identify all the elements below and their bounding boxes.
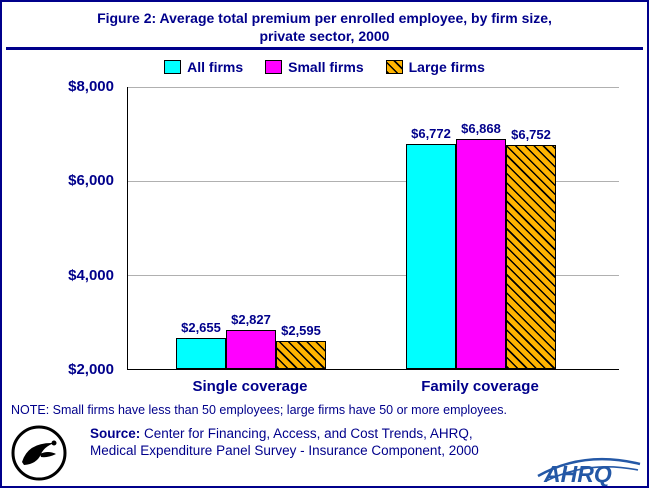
bar-value-label: $6,772	[411, 125, 451, 141]
bar-single-coverage-all-firms	[176, 338, 226, 369]
bar-single-coverage-small-firms	[226, 330, 276, 369]
ahrq-logo: AHRQ	[537, 457, 641, 486]
y-tick-label: $6,000	[68, 172, 114, 190]
bar-value-label: $6,868	[461, 121, 501, 137]
x-axis-label-single-coverage: Single coverage	[192, 378, 308, 395]
plot-area: $2,655 $2,827 $2,595 $6,772 $6,868 $6,752	[127, 87, 619, 370]
legend-label-all-firms: All firms	[187, 59, 244, 75]
legend-item-small-firms: Small firms	[265, 59, 364, 75]
bar-value-label: $2,827	[231, 311, 271, 327]
legend-label-small-firms: Small firms	[288, 59, 364, 75]
bar-value-label: $6,752	[511, 126, 551, 142]
y-tick-label: $4,000	[68, 266, 114, 284]
bar-value-label: $2,655	[181, 320, 221, 336]
bar-family-coverage-small-firms	[456, 139, 506, 369]
figure-title-line1: Figure 2: Average total premium per enro…	[97, 10, 552, 26]
footnote: NOTE: Small firms have less than 50 empl…	[11, 403, 508, 417]
legend-item-large-firms: Large firms	[385, 59, 485, 75]
y-axis: $2,000 $4,000 $6,000 $8,000	[2, 2, 120, 490]
source-text-line2: Medical Expenditure Panel Survey - Insur…	[90, 443, 479, 458]
ahrq-logo-text: AHRQ	[543, 461, 612, 486]
gridline	[128, 275, 619, 277]
bar-family-coverage-large-firms	[506, 144, 556, 369]
legend-item-all-firms: All firms	[164, 59, 243, 75]
bar-family-coverage-all-firms	[406, 143, 456, 369]
x-axis-label-family-coverage: Family coverage	[421, 378, 539, 395]
gridline	[128, 180, 619, 182]
source-block: Source: Center for Financing, Access, an…	[90, 425, 560, 459]
chart-legend: All firms Small firms Large firms	[2, 57, 647, 77]
figure-title-line2: private sector, 2000	[259, 28, 390, 44]
y-tick-label: $8,000	[68, 78, 114, 95]
title-divider	[6, 47, 643, 50]
source-line1: Source: Center for Financing, Access, an…	[90, 425, 560, 442]
legend-label-large-firms: Large firms	[408, 59, 485, 75]
legend-swatch-small-firms	[265, 60, 283, 74]
legend-swatch-large-firms	[385, 60, 403, 74]
source-label: Source:	[90, 426, 141, 441]
y-tick-label: $2,000	[68, 361, 114, 378]
source-text-line1: Center for Financing, Access, and Cost T…	[140, 426, 473, 441]
bar-value-label: $2,595	[281, 322, 321, 338]
hhs-logo	[11, 425, 67, 481]
gridline	[128, 87, 619, 88]
legend-swatch-all-firms	[164, 60, 182, 74]
bar-single-coverage-large-firms	[276, 340, 326, 369]
